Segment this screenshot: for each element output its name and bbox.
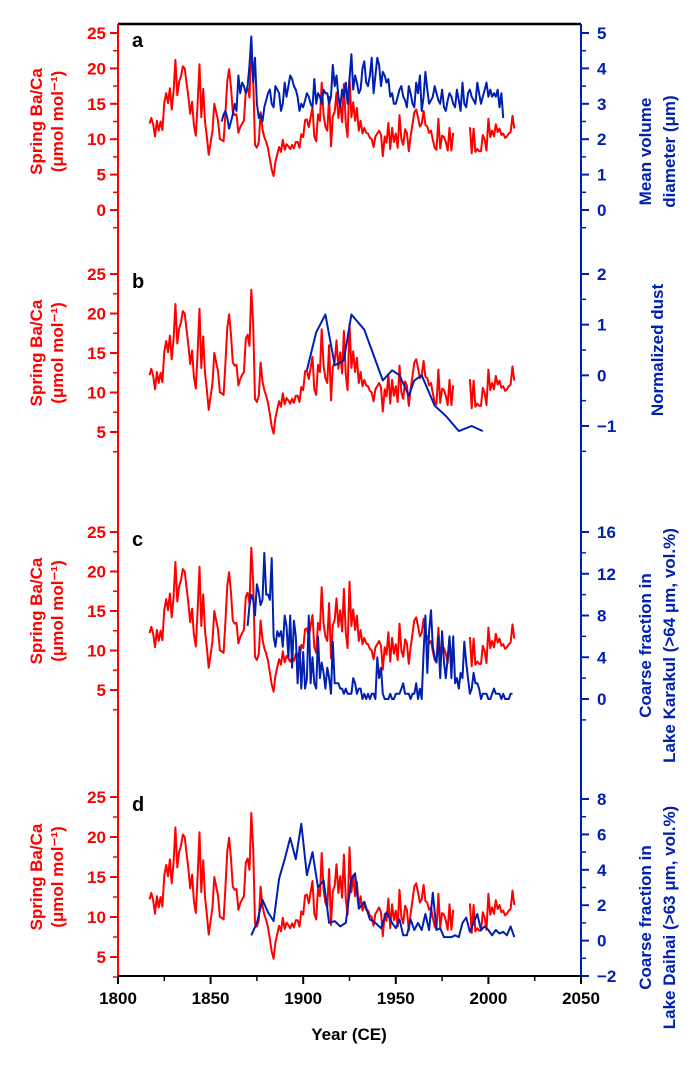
right-tick-label: 1 [597, 166, 606, 185]
left-tick-label: 25 [87, 265, 106, 284]
left-axis-title-line2: (μmol mol⁻¹) [48, 826, 67, 928]
blue-series-line [220, 35, 505, 130]
right-axis-title-line2: Lake Daihai (>63 μm, vol.%) [660, 806, 679, 1029]
left-axis-title-line1: Spring Ba/Ca [27, 299, 46, 406]
right-axis-title-line1: Mean volume [636, 98, 655, 206]
left-tick-label: 15 [87, 344, 106, 363]
right-tick-label: −2 [597, 967, 616, 986]
right-tick-label: −1 [597, 417, 616, 436]
baca-series-line [468, 889, 516, 934]
panel-c: c 5 10 15 20 25 Spring Ba/Ca (μmol mol⁻¹) 0 4 8 12 1… [27, 523, 679, 763]
right-tick-label: 0 [597, 201, 606, 220]
x-tick-label: 1950 [377, 989, 415, 1008]
left-axis-title-line2: (μmol mol⁻¹) [48, 302, 67, 404]
left-tick-label: 10 [87, 642, 106, 661]
left-tick-label: 25 [87, 24, 106, 43]
right-tick-label: 4 [597, 861, 607, 880]
left-tick-label: 25 [87, 788, 106, 807]
panel-label: a [132, 30, 144, 52]
baca-series-line [148, 812, 455, 960]
right-tick-label: 2 [597, 896, 606, 915]
panel-label: d [132, 794, 144, 816]
right-tick-label: 12 [597, 565, 616, 584]
left-tick-label: 10 [87, 908, 106, 927]
left-tick-label: 20 [87, 305, 106, 324]
left-tick-label: 10 [87, 384, 106, 403]
panel-label: c [132, 529, 143, 551]
right-axis-title-line1: Coarse fraction in [636, 573, 655, 718]
right-tick-label: 8 [597, 790, 606, 809]
x-tick-label: 1850 [192, 989, 230, 1008]
right-tick-label: 1 [597, 316, 606, 335]
x-tick-label: 1800 [99, 989, 137, 1008]
x-axis-title: Year (CE) [311, 1025, 387, 1044]
right-tick-label: 0 [597, 366, 606, 385]
baca-series-line [148, 546, 455, 693]
right-tick-label: 4 [597, 59, 607, 78]
x-tick-label: 2050 [562, 989, 600, 1008]
left-tick-label: 20 [87, 828, 106, 847]
right-tick-label: 5 [597, 24, 606, 43]
panel-a: a 0 5 10 15 20 25 Spring Ba/Ca (μmol mol⁻¹) 0 1 2 3 4… [27, 24, 679, 229]
left-tick-label: 20 [87, 59, 106, 78]
baca-series-line [148, 288, 455, 435]
baca-series-line [468, 365, 516, 410]
left-axis-title-line2: (μmol mol⁻¹) [48, 560, 67, 662]
right-tick-label: 8 [597, 607, 606, 626]
right-tick-label: 3 [597, 95, 606, 114]
right-tick-label: 0 [597, 690, 606, 709]
left-axis-title-line1: Spring Ba/Ca [27, 557, 46, 664]
right-axis-title: Normalized dust [648, 284, 667, 417]
left-tick-label: 20 [87, 563, 106, 582]
left-axis-title-line2: (μmol mol⁻¹) [48, 71, 67, 173]
panel-label: b [132, 271, 144, 293]
left-tick-label: 0 [97, 201, 106, 220]
blue-series-line [250, 822, 516, 939]
right-tick-label: 6 [597, 825, 606, 844]
x-tick-label: 1900 [284, 989, 322, 1008]
x-tick-label: 2000 [469, 989, 507, 1008]
left-tick-label: 25 [87, 523, 106, 542]
left-tick-label: 5 [97, 423, 106, 442]
left-tick-label: 5 [97, 948, 106, 967]
left-axis-title-line1: Spring Ba/Ca [27, 68, 46, 175]
right-axis-title-line1: Coarse fraction in [636, 845, 655, 990]
panel-d: d 5 10 15 20 25 Spring Ba/Ca (μmol mol⁻¹) −2 0 2 4 6… [27, 788, 679, 1029]
right-tick-label: 16 [597, 523, 616, 542]
baca-series-line [468, 623, 516, 668]
x-axis: 1800 1850 1900 1950 2000 2050 [99, 976, 600, 1008]
left-tick-label: 5 [97, 166, 106, 185]
blue-series-line [305, 313, 484, 433]
right-tick-label: 4 [597, 648, 607, 667]
left-tick-label: 15 [87, 868, 106, 887]
left-tick-label: 5 [97, 681, 106, 700]
right-axis-title-line2: diameter (μm) [660, 95, 679, 207]
blue-series-line [246, 551, 513, 700]
right-tick-label: 0 [597, 932, 606, 951]
right-tick-label: 2 [597, 130, 606, 149]
left-tick-label: 15 [87, 602, 106, 621]
left-axis-title-line1: Spring Ba/Ca [27, 823, 46, 930]
baca-series-line [148, 46, 455, 177]
right-tick-label: 2 [597, 265, 606, 284]
panel-b: b 5 10 15 20 25 Spring Ba/Ca (μmol mol⁻¹) −1 0 1 2 N… [27, 265, 667, 453]
baca-series-line [468, 114, 516, 155]
right-axis-title-line2: Lake Karakul (>64 μm, vol.%) [660, 528, 679, 763]
left-tick-label: 10 [87, 130, 106, 149]
left-tick-label: 15 [87, 95, 106, 114]
